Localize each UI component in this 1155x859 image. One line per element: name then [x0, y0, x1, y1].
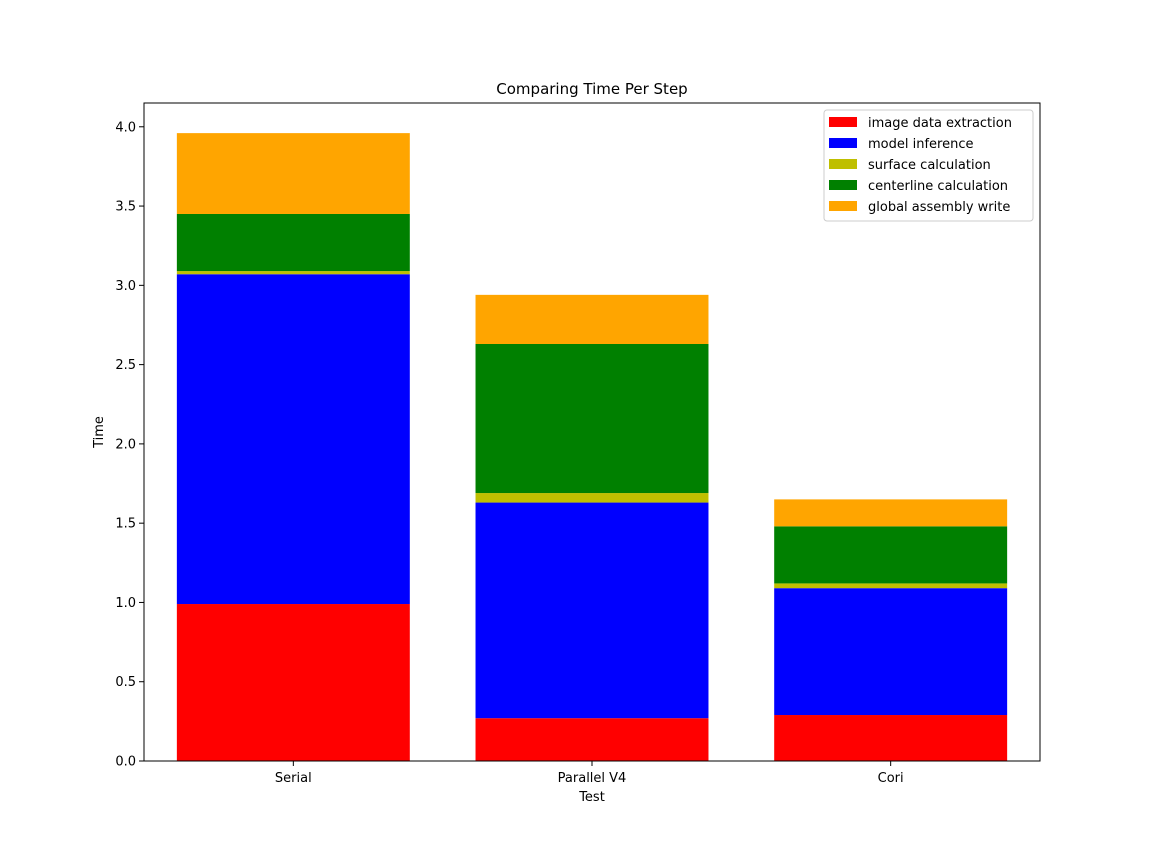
- y-tick-label: 3.0: [115, 279, 136, 294]
- legend-label: global assembly write: [868, 200, 1010, 215]
- y-tick-label: 2.5: [115, 358, 136, 373]
- bar-global-assembly-write-serial: [176, 133, 410, 214]
- legend-label: centerline calculation: [868, 179, 1008, 194]
- bar-centerline-calculation-serial: [176, 213, 410, 272]
- legend-swatch: [829, 180, 857, 190]
- x-axis-label: Test: [578, 790, 605, 805]
- y-axis: 0.0 0.5 1.0 1.5 2.0 2.5 3.0 3.5 4.0: [115, 120, 144, 770]
- legend-label: image data extraction: [868, 116, 1012, 131]
- bar-model-inference-cori: [774, 588, 1008, 716]
- x-axis: Serial Parallel V4 Cori: [275, 761, 904, 786]
- x-tick-label: Serial: [275, 771, 312, 786]
- bar-centerline-calculation-parallel-v4: [475, 344, 709, 494]
- chart-title: Comparing Time Per Step: [496, 80, 687, 98]
- legend-box: [823, 109, 1034, 222]
- y-tick-label: 1.5: [115, 517, 136, 532]
- x-tick-label: Cori: [878, 771, 904, 786]
- bar-image-data-extraction-cori: [774, 715, 1008, 761]
- bar-surface-calculation-parallel-v4: [475, 493, 709, 503]
- bar-image-data-extraction-parallel-v4: [475, 718, 709, 761]
- y-tick-label: 4.0: [115, 120, 136, 135]
- legend-swatch: [829, 201, 857, 211]
- bar-global-assembly-write-cori: [774, 499, 1008, 527]
- bar-model-inference-parallel-v4: [475, 502, 709, 719]
- y-tick-label: 3.5: [115, 200, 136, 215]
- bars-layer: [176, 133, 1008, 761]
- legend-label: surface calculation: [868, 158, 991, 173]
- legend-swatch: [829, 138, 857, 148]
- bar-image-data-extraction-serial: [176, 604, 410, 761]
- x-tick-label: Parallel V4: [558, 771, 627, 786]
- legend-label: model inference: [868, 137, 973, 152]
- legend-swatch: [829, 159, 857, 169]
- y-tick-label: 0.0: [115, 755, 136, 770]
- y-axis-label: Time: [92, 416, 107, 449]
- y-tick-label: 0.5: [115, 675, 136, 690]
- legend-swatch: [829, 117, 857, 127]
- y-tick-label: 1.0: [115, 596, 136, 611]
- bar-surface-calculation-serial: [176, 271, 410, 275]
- y-tick-label: 2.0: [115, 437, 136, 452]
- bar-surface-calculation-cori: [774, 583, 1008, 589]
- legend: image data extraction model inference surf…: [823, 109, 1034, 222]
- bar-model-inference-serial: [176, 274, 410, 605]
- bar-centerline-calculation-cori: [774, 526, 1008, 584]
- bar-global-assembly-write-parallel-v4: [475, 294, 709, 345]
